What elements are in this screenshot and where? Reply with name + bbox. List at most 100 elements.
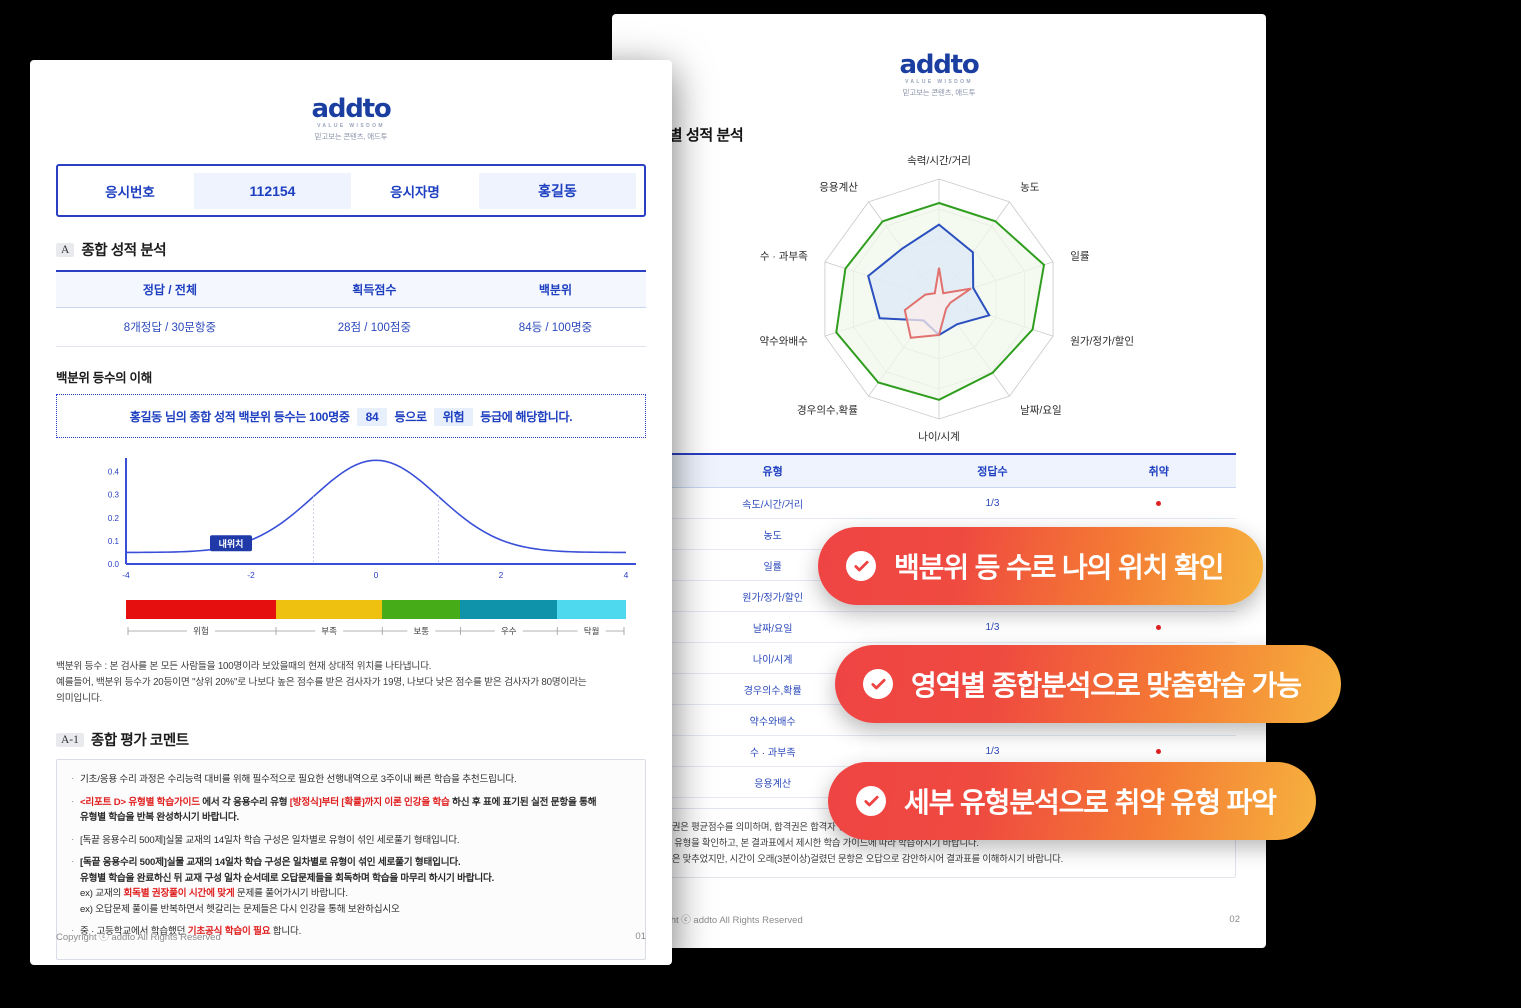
section-a-title: 종합 성적 분석 [81,243,167,259]
svg-text:0: 0 [374,570,379,580]
page2-footer: Copyright ⓒ addto All Rights Reserved 02 [638,912,1240,927]
svg-text:-2: -2 [247,570,255,580]
grade-band-보통 [382,600,461,619]
check-icon [846,551,876,581]
cell-score: 28점 / 100점중 [283,307,465,347]
logo-subtitle: VALUE WISDOM [317,123,385,129]
svg-text:날짜/요일: 날짜/요일 [1020,404,1062,417]
addto-logo: addto VALUE WISDOM 믿고보는 콘텐츠, 애드투 [642,52,1236,98]
percentile-text-3: 등급에 해당합니다. [480,409,573,424]
svg-text:0.3: 0.3 [108,491,120,500]
comment-text: 중 · 고등학교에서 학습했던 [80,926,188,938]
type-analysis-table: 유형 정답수 취약 속도/시간/거리1/3농도1/3일률1/3원가/정가/할인1… [642,453,1236,798]
page2-note-line-1: 평균권은 평균점수를 의미하며, 합격권은 합격자 평균점수를 의미합니다. [655,821,927,832]
col-correct: 정답수 [903,453,1082,488]
cell-weak [1081,735,1236,767]
comment-text: 문제를 풀어가시기 바랍니다. [234,888,348,900]
report-page-1: addto VALUE WISDOM 믿고보는 콘텐츠, 애드투 응시번호 11… [30,60,672,965]
weak-dot-icon [1156,624,1162,630]
note-line-2: 예를들어, 백분위 등수가 20등이면 "상위 20%"로 나보다 높은 점수를… [56,677,587,688]
cell-type: 수 · 과부족 [642,735,904,767]
cell-type: 날짜/요일 [642,611,904,643]
exam-number-label: 응시번호 [105,184,155,200]
comment-text: 유형별 학습을 완료하신 뒤 교재 구성 일차 순서데로 오답문제들을 회독하며… [80,872,495,884]
comment-text: 기초공식 학습이 필요 [187,926,271,938]
section-a1-tag: A-1 [56,732,84,747]
logo-wordmark: addto [311,94,391,124]
feature-badge-area-analysis[interactable]: 영역별 종합분석으로 맞춤학습 가능 [835,645,1341,723]
section-a-header: A 종합 성적 분석 [56,239,646,260]
page1-footer: Copyright ⓒ addto All Rights Reserved 01 [56,929,646,944]
page2-copyright: Copyright ⓒ addto All Rights Reserved [638,915,803,926]
svg-text:일률: 일률 [1070,249,1090,262]
grade-scale-svg: 위험 부족 보통 우수 탁월 [127,625,625,637]
col-weak: 취약 [1081,453,1236,488]
check-icon [863,669,893,699]
svg-text:탁월: 탁월 [584,626,600,636]
examinee-info-box: 응시번호 112154 응시자명 홍길동 [56,164,646,217]
table-row: 속도/시간/거리 1/3 [642,487,1236,519]
comment-text: ex) 교재의 [80,888,124,900]
feature-badge-percentile[interactable]: 백분위 등 수로 나의 위치 확인 [818,527,1264,605]
svg-text:나이/시계: 나이/시계 [918,431,960,443]
logo-subtitle: VALUE WISDOM [905,79,973,85]
note-line-1: 백분위 등수 : 본 검사를 본 모든 사람들을 100명이라 보았을때의 현재… [56,661,432,672]
svg-text:원가/정가/할인: 원가/정가/할인 [1070,336,1134,348]
section-a-tag: A [56,242,75,257]
normal-distribution-svg: 0.0 0.1 0.2 0.3 0.4 -4 -2 0 2 4 내위치 [108,458,636,580]
svg-text:0.2: 0.2 [108,514,120,523]
comment-item: <리포트 D> 유형별 학습가이드 에서 각 응용수리 유형 [방정식]부터 [… [71,794,631,826]
percentile-notes: 백분위 등수 : 본 검사를 본 모든 사람들을 100명이라 보았을때의 현재… [56,659,646,707]
examinee-name-value: 홍길동 [479,172,636,209]
overall-score-table: 정답 / 전체 획득점수 백분위 8개정답 / 30문항중 28점 / 100점… [56,270,646,347]
logo-tagline: 믿고보는 콘텐츠, 애드투 [314,132,388,141]
comment-text: 회독별 권장풀이 시간에 맞게 [123,888,235,900]
svg-text:보통: 보통 [413,626,429,636]
cell-correct-total: 8개정답 / 30문항중 [56,307,284,347]
comment-text: <리포트 D> 유형별 학습가이드 [80,796,200,808]
cell-type: 속도/시간/거리 [642,487,904,519]
page2-note-line-2: 취약 유형을 확인하고, 본 결과표에서 제시한 학습 가이드에 따라 학습하시… [655,836,979,848]
normal-distribution-chart: 0.0 0.1 0.2 0.3 0.4 -4 -2 0 2 4 내위치 [56,452,646,597]
weak-dot-icon [1156,748,1162,754]
comment-item: [독끝 응용수리 500제]실물 교재의 14일차 학습 구성은 일차별로 유형… [71,832,631,849]
feature-badge-label: 영역별 종합분석으로 맞춤학습 가능 [911,670,1302,701]
svg-text:0.4: 0.4 [108,468,120,477]
feature-badge-label: 세부 유형분석으로 취약 유형 파악 [904,787,1277,818]
logo-wordmark: addto [899,50,979,80]
cell-weak [1081,487,1236,519]
comment-text: [방정식]부터 [확률]까지 이론 인강을 학습 [289,796,450,808]
percentile-callout-box: 홍길동 님의 종합 성적 백분위 등수는 100명중 84 등으로 위험 등급에… [56,394,646,438]
svg-text:우수: 우수 [501,626,517,636]
comment-text: ex) 오답문제 풀이를 반복하면서 헷갈리는 문제들은 다시 인강을 통해 보… [80,903,400,915]
grade-band-부족 [276,600,383,619]
grade-scale-labels: 위험 부족 보통 우수 탁월 [126,623,626,639]
table-row: 8개정답 / 30문항중 28점 / 100점중 84등 / 100명중 [56,307,646,347]
comment-text: 유형별 학습을 반복 완성하시기 바랍니다. [80,812,239,824]
comment-text: 하신 후 표에 표기된 실전 문항을 통해 [449,796,597,808]
col-percentile: 백분위 [464,270,646,308]
comment-item: 기초/응용 수리 과정은 수리능력 대비를 위해 필수적으로 필요한 선행내역으… [71,771,631,788]
percentile-subhead: 백분위 등수의 이해 [56,371,152,385]
grade-band-탁월 [557,600,626,619]
check-icon [856,786,886,816]
cell-correct: 1/3 [903,611,1082,643]
svg-text:0.0: 0.0 [108,560,120,569]
svg-text:4: 4 [624,570,629,580]
comment-item: 중 · 고등학교에서 학습했던 기초공식 학습이 필요 합니다. [71,923,631,940]
page2-note-line-3: 문항은 맞추었지만, 시간이 오래(3분이상)걸렸던 문항은 오답으로 감안하시… [655,852,1064,864]
section-a1-header: A-1 종합 평가 코멘트 [56,729,646,750]
table-header-row: 유형 정답수 취약 [642,453,1236,488]
svg-text:농도: 농도 [1020,181,1040,193]
grade-band-우수 [460,600,558,619]
svg-text:경우의수,확률: 경우의수,확률 [797,404,858,417]
radar-chart: 속력/시간/거리 농도 일률 원가/정가/할인 날짜/요일 나이/시계 경우의수,확률 약수와… [642,149,1236,449]
percentile-grade-chip: 위험 [433,407,474,426]
comment-text: 합니다. [270,926,302,938]
col-correct-total: 정답 / 전체 [56,270,284,308]
feature-badge-type-analysis[interactable]: 세부 유형분석으로 취약 유형 파악 [828,762,1316,840]
addto-logo: addto VALUE WISDOM 믿고보는 콘텐츠, 애드투 [56,96,646,142]
table-row: 날짜/요일 1/3 [642,611,1236,643]
